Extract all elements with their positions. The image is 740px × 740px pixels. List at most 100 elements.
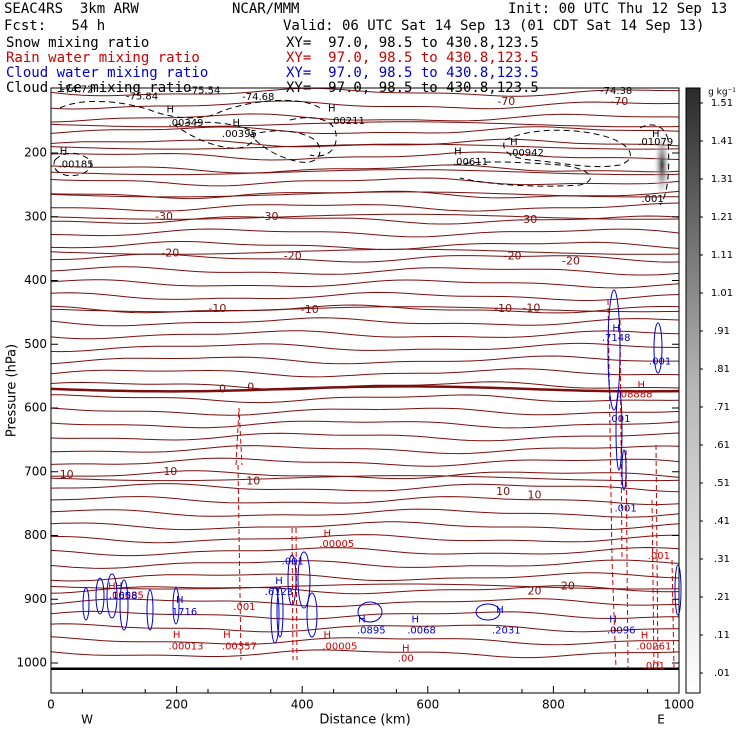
x-tick-label: 800 — [542, 698, 565, 712]
valid-time: Valid: 06 UTC Sat 14 Sep 13 (01 CDT Sat … — [283, 18, 705, 34]
cloud-water-label: H — [275, 576, 283, 587]
field-cloud-water-name: Cloud water mixing ratio — [6, 65, 209, 81]
rain-label: H — [173, 630, 181, 641]
isotherm-label: 0 — [247, 381, 254, 394]
rain-label: .00013 — [169, 641, 204, 652]
isotherm-line — [50, 432, 680, 442]
isotherm-line — [50, 177, 680, 187]
rain-label: H — [223, 630, 231, 641]
isotherm-label: -20 — [504, 249, 522, 262]
isotherm-line — [50, 87, 679, 97]
snow-label: .00211 — [330, 116, 365, 127]
rain-label: H — [324, 630, 332, 641]
isotherm-label: -20 — [562, 254, 580, 267]
snow-contour — [639, 124, 670, 206]
isotherm-line — [50, 253, 680, 263]
colorbar: .01 .11 .21 .31 .41 .51 .61 .71 .81 .91 1.01 1.11 1.… — [685, 87, 736, 694]
cloud-water-label: H — [496, 605, 504, 616]
y-tick-label: 300 — [24, 209, 47, 223]
y-tick-label: 600 — [24, 401, 47, 415]
cloud-water-contour — [82, 587, 90, 621]
snow-contour — [454, 161, 591, 187]
colorbar-label: .21 — [714, 592, 730, 603]
cloud-water-contour — [95, 577, 105, 615]
colorbar-label: 1.21 — [711, 212, 733, 223]
cloud-water-contour — [306, 592, 318, 638]
colorbar-label: .91 — [714, 326, 730, 337]
snow-label: H — [652, 129, 660, 140]
x-tick-label: 200 — [165, 698, 188, 712]
snow-label: .01079 — [638, 137, 673, 148]
cloud-water-label: .6123 — [265, 587, 294, 598]
isotherm-line — [50, 100, 680, 110]
y-tick-label: 500 — [24, 337, 47, 351]
isotherm-line — [50, 317, 680, 327]
isotherm-label: -70 — [610, 95, 628, 108]
colorbar-label: .41 — [714, 516, 730, 527]
y-tick-label: 200 — [24, 146, 47, 160]
snow-contours — [53, 99, 670, 206]
cloud-ice-core — [653, 127, 671, 203]
isotherm-label: 10 — [528, 488, 542, 501]
rain-label: H — [641, 631, 649, 642]
snow-label: .001 — [641, 194, 663, 205]
isotherm-layer — [50, 87, 680, 670]
colorbar-label: .61 — [714, 440, 730, 451]
rain-label: .001 — [233, 602, 255, 613]
isotherm-line — [50, 291, 680, 302]
cloud-water-contour — [276, 586, 284, 638]
cloud-water-contour — [674, 564, 682, 616]
isotherm-10 — [50, 475, 680, 482]
cloud-water-label: H — [411, 615, 419, 626]
cloud-water-contour — [106, 573, 118, 619]
cloud-water-label: .001 — [608, 414, 630, 425]
snow-label: .00611 — [453, 157, 488, 168]
isotherm-label: 0 — [219, 383, 226, 396]
snow-label: -74.72 — [61, 84, 93, 95]
rain-label: .00005 — [322, 641, 357, 652]
rain-contour — [671, 559, 675, 669]
snow-label: -74.68 — [242, 92, 274, 103]
isotherm-line — [50, 457, 680, 467]
rain-contour — [291, 527, 294, 661]
rain-contour — [655, 444, 659, 669]
rain-contour — [651, 499, 655, 669]
rain-contour — [235, 407, 243, 466]
isotherm-label: -20 — [161, 247, 179, 260]
isotherm--40 — [50, 191, 680, 198]
x-tick-label: 1000 — [664, 698, 695, 712]
rain-label: .001 — [648, 551, 670, 562]
isotherm-label: 20 — [561, 580, 575, 593]
cloud-water-contour — [475, 603, 501, 621]
snow-label: .00395 — [222, 129, 257, 140]
x-end-label-east: E — [657, 713, 665, 727]
isotherm-line — [50, 164, 680, 174]
field-rain-name: Rain water mixing ratio — [6, 50, 200, 66]
cloud-water-label: .001 — [282, 557, 304, 568]
cloud-water-contour — [653, 322, 663, 374]
cloud-water-label: H — [612, 323, 620, 334]
cloud-water-contour — [119, 579, 129, 631]
x-axis-label: Distance (km) — [319, 713, 410, 728]
cloud-ice-shading — [653, 127, 671, 203]
isotherm-line — [50, 534, 680, 544]
isotherm-line — [50, 508, 680, 518]
cloud-water-label: .7148 — [602, 333, 631, 344]
colorbar-label: 1.11 — [711, 250, 733, 261]
cloud-water-contour — [297, 551, 311, 609]
snow-contour — [53, 152, 92, 177]
rain-label: H — [638, 380, 646, 391]
isotherm-line — [50, 572, 680, 582]
forecast-hour: Fcst: 54 h — [4, 18, 106, 34]
axes: 0 200 400 600 800 100020030040050060070080090… — [5, 87, 695, 728]
isotherm--10 — [50, 306, 680, 313]
colorbar-label: .01 — [714, 668, 730, 679]
snow-label: .00185 — [59, 159, 94, 170]
rain-label: .00005 — [319, 539, 354, 550]
snow-label: H — [167, 105, 175, 116]
rain-label: .00261 — [636, 641, 671, 652]
isotherm-label: -10 — [301, 303, 319, 316]
colorbar-gradient — [685, 87, 701, 694]
snow-label: H — [60, 147, 68, 158]
